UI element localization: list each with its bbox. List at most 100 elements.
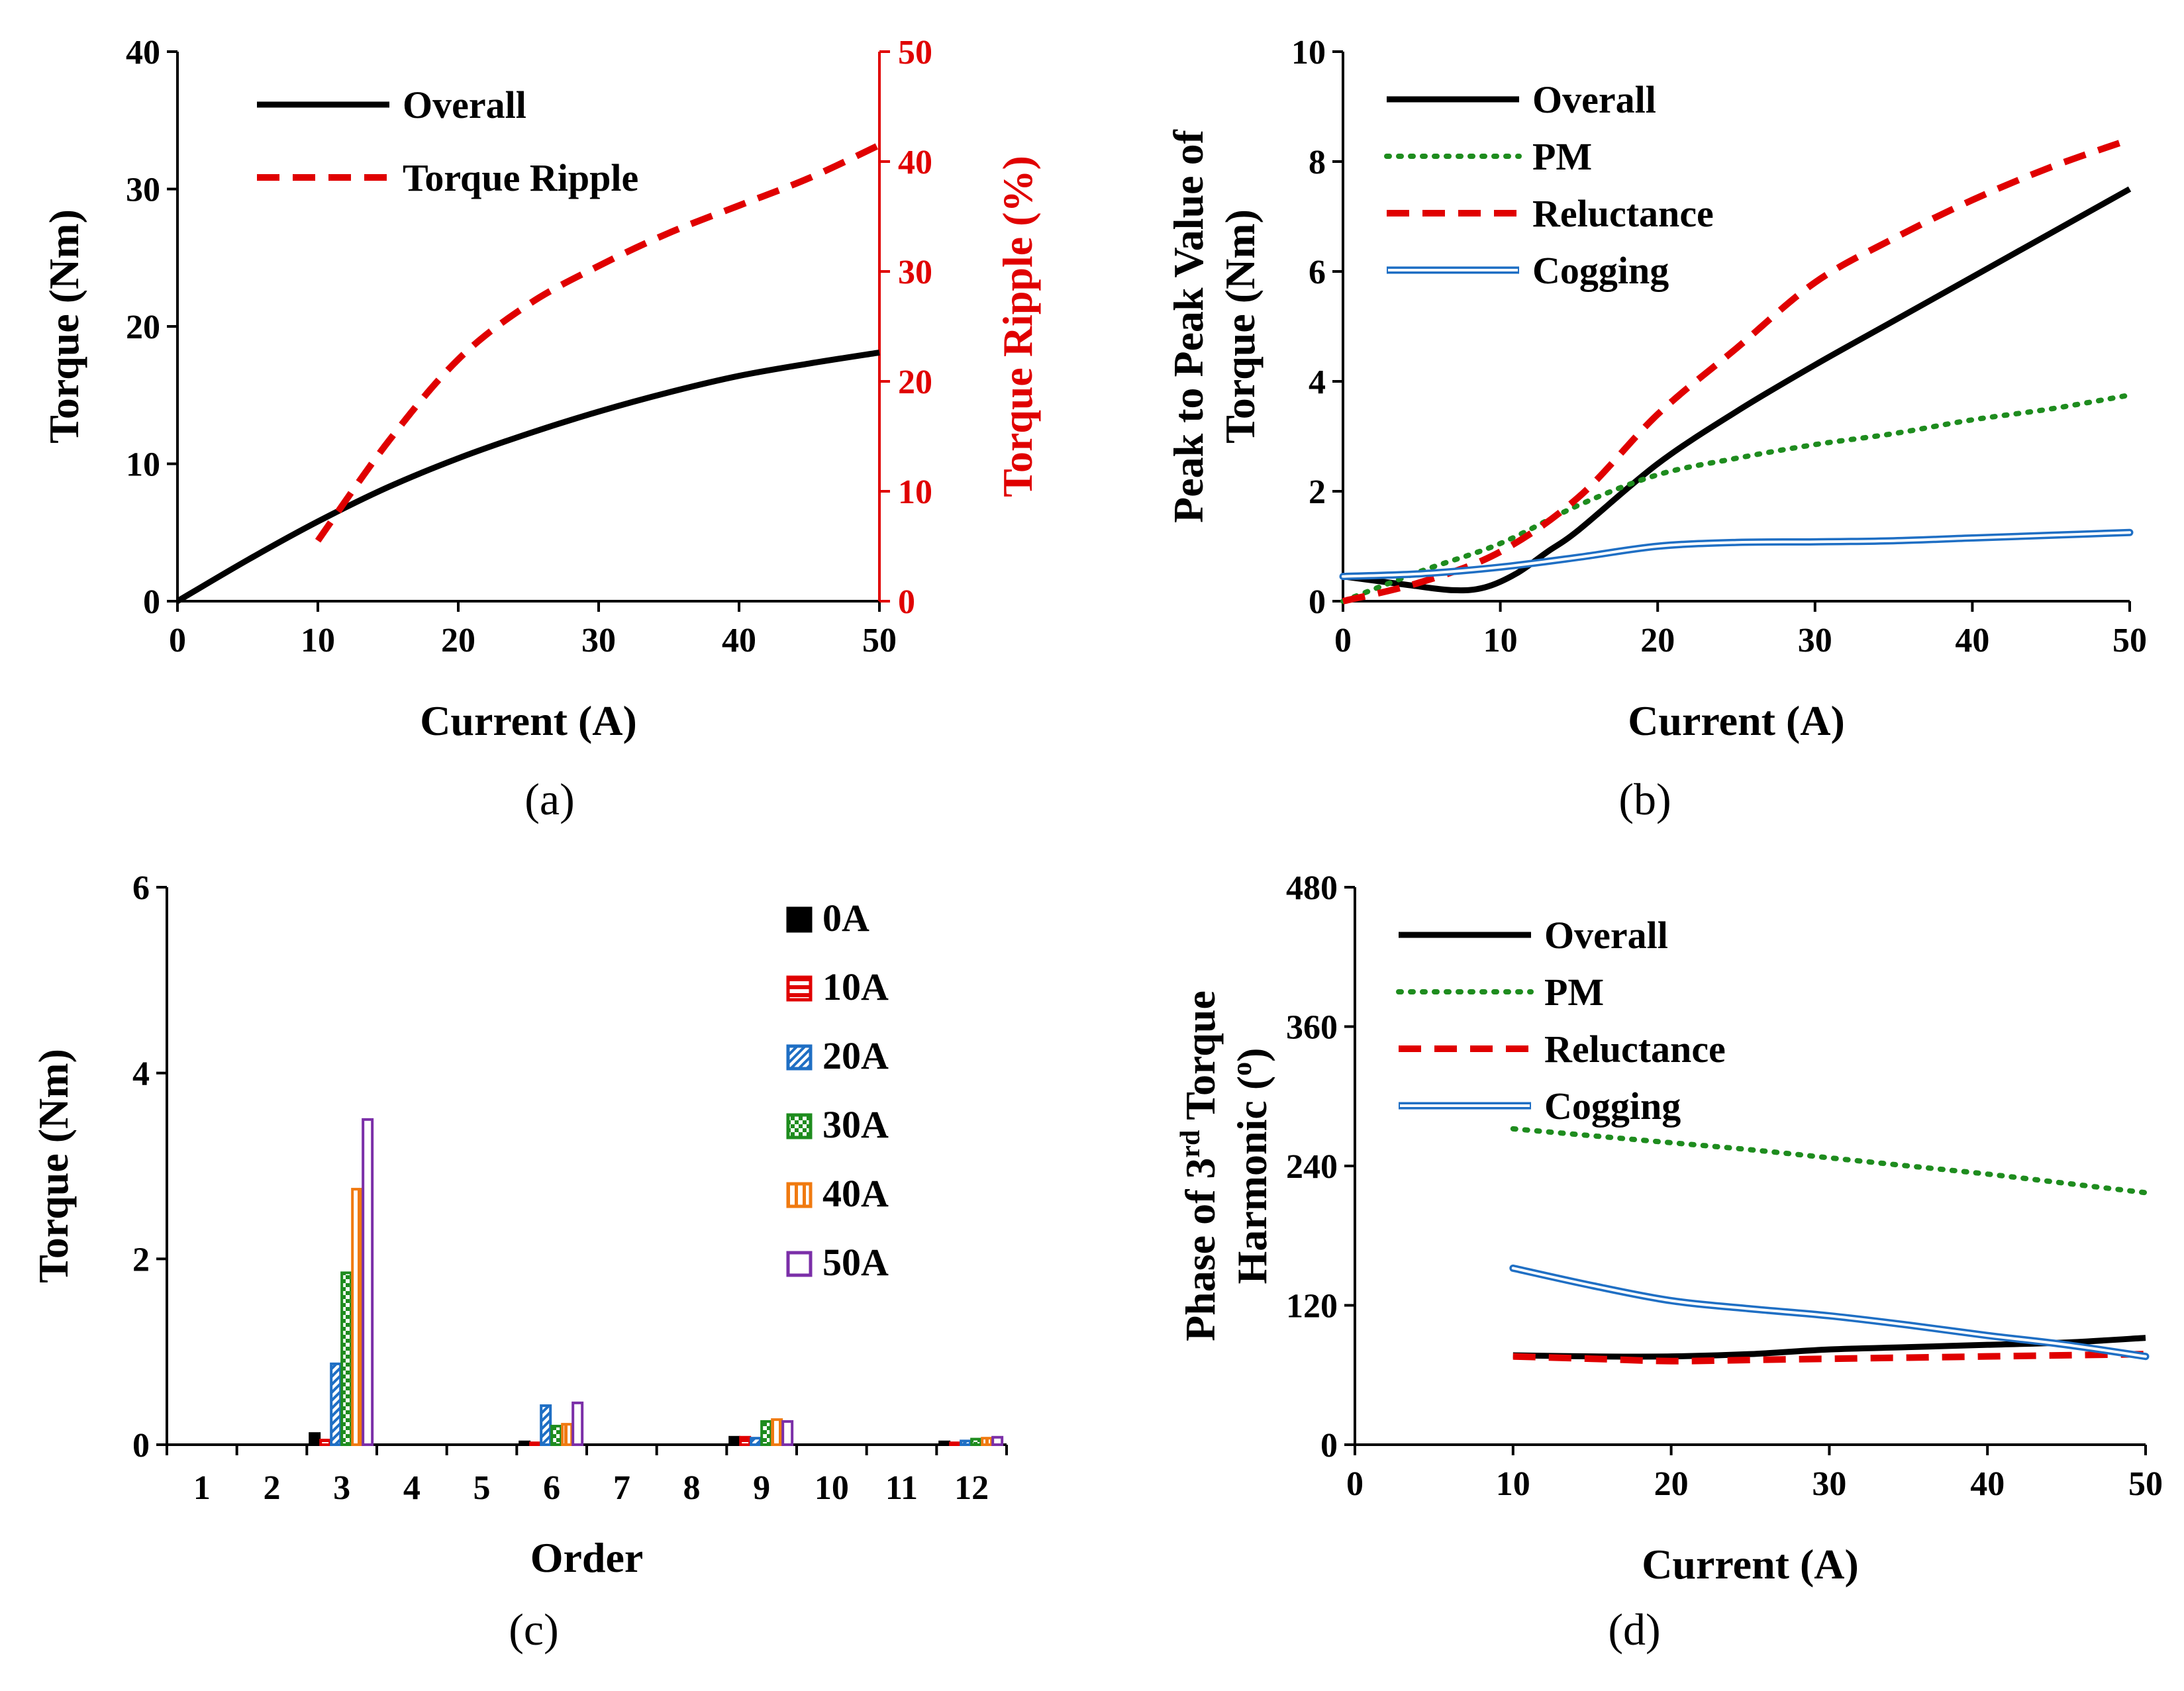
legend-label: PM	[1544, 971, 1604, 1014]
legend-label: Cogging	[1544, 1085, 1681, 1128]
legend-label: Reluctance	[1544, 1028, 1726, 1071]
y-tick-label: 240	[1286, 1148, 1338, 1186]
legend-label: 20A	[822, 1034, 889, 1077]
chart-panel-b: 0 2 4 6 8 10 0 10 20 30 40 50 Current (A) Peak to Pea…	[1165, 34, 2147, 824]
bar-50a-order-3	[362, 1118, 374, 1447]
series-line-inner-cogging	[1511, 1267, 2147, 1358]
legend-swatch	[786, 1251, 813, 1277]
bar-50a-order-12	[991, 1435, 1004, 1447]
y-tick-label: 10	[1291, 34, 1326, 72]
y2-tick-label: 50	[898, 34, 932, 72]
series-line-pm	[1510, 1126, 2148, 1196]
y2-tick-label: 40	[898, 144, 932, 181]
legend-label: 10A	[822, 965, 889, 1008]
secondary-y-axis: 0 10 20 30 40 50 Torque Ripple (%)	[878, 34, 1041, 621]
legend-label: 0A	[822, 896, 869, 940]
legend-label: Torque Ripple	[403, 156, 638, 199]
x-tick-label: 12	[954, 1469, 989, 1507]
y-axis-title: Torque (Nm)	[30, 1049, 77, 1283]
x-axis-title: Order	[530, 1534, 644, 1581]
y-axis-title-part: Phase of 3	[1177, 1158, 1224, 1341]
legend-label: 40A	[822, 1172, 889, 1215]
x-axis-title: Current (A)	[1642, 1541, 1859, 1588]
y-axis-title-part: )	[1228, 1048, 1275, 1062]
y-tick-label: 360	[1286, 1009, 1338, 1047]
legend-label: PM	[1532, 135, 1592, 178]
y-tick-label: 0	[143, 583, 160, 621]
bar-40a-order-9	[771, 1418, 783, 1447]
bar-0a-order-3	[309, 1432, 321, 1446]
x-tick-label: 50	[862, 622, 897, 659]
x-tick-label: 5	[473, 1469, 491, 1507]
x-tick-label: 10	[815, 1469, 849, 1507]
bar-10a-order-12	[949, 1441, 962, 1447]
bar-50a-order-9	[781, 1420, 794, 1447]
y-axis-title: Peak to Peak Value of Torque (Nm)	[1165, 129, 1264, 522]
bar-30a-order-12	[970, 1437, 983, 1447]
bar-0a-order-12	[938, 1440, 951, 1447]
x-tick-label: 20	[1654, 1465, 1689, 1503]
legend-label: Overall	[1544, 914, 1668, 957]
bar-20a-order-12	[960, 1439, 972, 1447]
chart-panel-a: 0 10 20 30 40 0 10 20 30 40 50 Current (A) Torque (N…	[40, 34, 1041, 824]
x-tick-label: 40	[1955, 622, 1989, 659]
y-tick-label: 30	[126, 171, 160, 209]
bar-10a-order-9	[739, 1435, 752, 1447]
x-axis-title: Current (A)	[420, 697, 637, 744]
bar-10a-order-6	[529, 1441, 542, 1447]
y-tick-label: 4	[1309, 363, 1326, 401]
series-line-overall	[1342, 186, 2132, 594]
y-tick-label: 6	[132, 869, 150, 907]
y-tick-label: 0	[1309, 583, 1326, 621]
y-tick-label: 0	[132, 1427, 150, 1465]
y2-tick-label: 30	[898, 254, 932, 291]
legend-label: Overall	[1532, 78, 1656, 121]
x-tick-label: 0	[169, 622, 186, 659]
x-tick-label: 40	[1970, 1465, 2005, 1503]
legend-swatch	[786, 975, 813, 1002]
bar-20a-order-6	[540, 1404, 552, 1447]
series-line-reluctance	[1342, 136, 2131, 604]
y-tick-label: 0	[1320, 1427, 1338, 1465]
legend-swatch	[786, 906, 813, 933]
panel-label: (a)	[524, 774, 574, 824]
chart-panel-d: 0 120 240 360 480 0 10 20 30 40 50 Current (A) Phase…	[1175, 869, 2163, 1655]
bar-0a-order-6	[519, 1440, 531, 1447]
y-axis-title-line2: Harmonic (o)	[1227, 1048, 1275, 1284]
legend-label: 50A	[822, 1241, 889, 1284]
x-tick-label: 20	[1640, 622, 1675, 659]
bar-20a-order-3	[330, 1362, 342, 1446]
y-axis-title-line: Peak to Peak Value of	[1165, 129, 1212, 522]
x-tick-label: 1	[193, 1469, 211, 1507]
legend-label: Overall	[403, 83, 526, 126]
y-tick-label: 120	[1286, 1288, 1338, 1326]
x-tick-label: 9	[753, 1469, 770, 1507]
legend-swatch	[786, 1113, 813, 1139]
x-tick-label: 20	[441, 622, 475, 659]
bar-0a-order-9	[728, 1435, 741, 1447]
bar-30a-order-6	[550, 1424, 563, 1447]
x-tick-label: 50	[2112, 622, 2147, 659]
legend-label: 30A	[822, 1103, 889, 1146]
x-tick-label: 2	[264, 1469, 281, 1507]
series-line-inner-cogging	[1342, 531, 2131, 578]
panel-label: (c)	[509, 1604, 558, 1655]
x-tick-label: 11	[885, 1469, 918, 1507]
bar-30a-order-9	[760, 1420, 773, 1447]
y-tick-label: 10	[126, 446, 160, 484]
x-tick-label: 30	[1798, 622, 1832, 659]
y2-axis-title: Torque Ripple (%)	[994, 156, 1041, 497]
series-line-pm	[1340, 392, 2132, 604]
x-tick-label: 10	[1483, 622, 1518, 659]
x-tick-label: 7	[613, 1469, 630, 1507]
y2-tick-label: 10	[898, 473, 932, 511]
y-tick-label: 2	[132, 1241, 150, 1279]
x-tick-label: 10	[301, 622, 335, 659]
y-tick-label: 40	[126, 34, 160, 72]
x-tick-label: 30	[1812, 1465, 1846, 1503]
y-axis-title-sup: rd	[1175, 1130, 1206, 1158]
y2-tick-label: 0	[898, 583, 915, 621]
y-tick-label: 20	[126, 309, 160, 346]
